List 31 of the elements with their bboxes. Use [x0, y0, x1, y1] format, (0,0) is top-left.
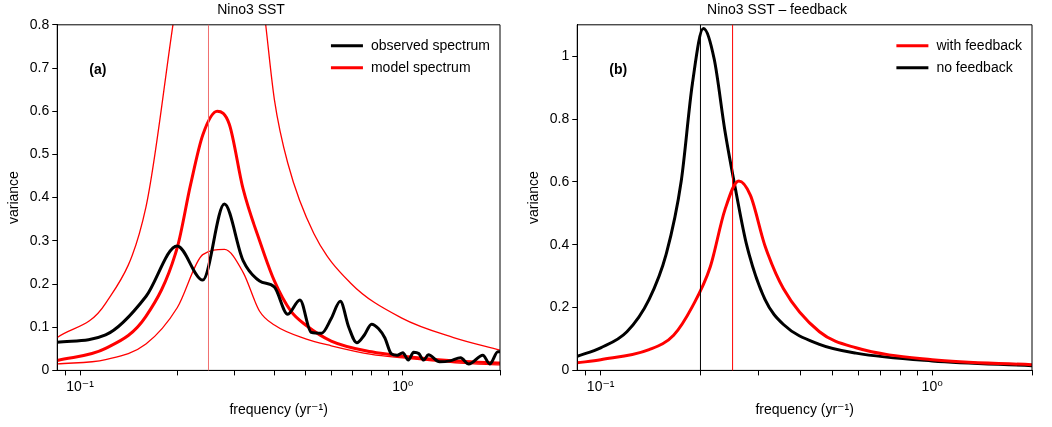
x-axis-title: frequency (yr⁻¹)	[755, 401, 854, 418]
x-tick-label: 10⁰	[921, 377, 944, 394]
y-tick-label: 0	[41, 361, 50, 378]
x-tick-label: 10⁻¹	[66, 377, 95, 394]
chart-title: Nino3 SST – feedback	[707, 1, 848, 18]
y-tick-label: 0	[561, 361, 570, 378]
chart-title: Nino3 SST	[217, 1, 286, 18]
y-tick-label: 0.8	[29, 15, 50, 32]
y-tick-label: 0.1	[29, 318, 50, 335]
x-axis-title: frequency (yr⁻¹)	[229, 401, 328, 418]
y-tick-label: 0.4	[29, 188, 50, 205]
y-tick-label: 0.2	[29, 274, 50, 291]
y-tick-label: 0.4	[549, 235, 570, 252]
annotation: (b)	[609, 60, 628, 77]
x-tick-label: 10⁰	[392, 377, 414, 394]
legend-label: observed spectrum	[370, 36, 491, 53]
legend-label: model spectrum	[370, 58, 471, 75]
legend-label: no feedback	[936, 58, 1014, 75]
y-tick-label: 0.8	[549, 109, 570, 126]
x-tick-label: 10⁻¹	[586, 377, 615, 394]
legend-label: with feedback	[935, 36, 1023, 53]
y-tick-label: 0.7	[29, 58, 50, 75]
y-axis-title: variance	[525, 170, 542, 225]
annotation: (a)	[89, 60, 107, 77]
y-tick-label: 0.6	[29, 102, 50, 119]
y-tick-label: 0.5	[29, 145, 50, 162]
y-tick-label: 0.6	[549, 172, 570, 189]
y-tick-label: 0.2	[549, 298, 570, 315]
y-tick-label: 0.3	[29, 231, 50, 248]
y-axis-title: variance	[5, 170, 22, 225]
y-tick-label: 1	[561, 47, 570, 64]
